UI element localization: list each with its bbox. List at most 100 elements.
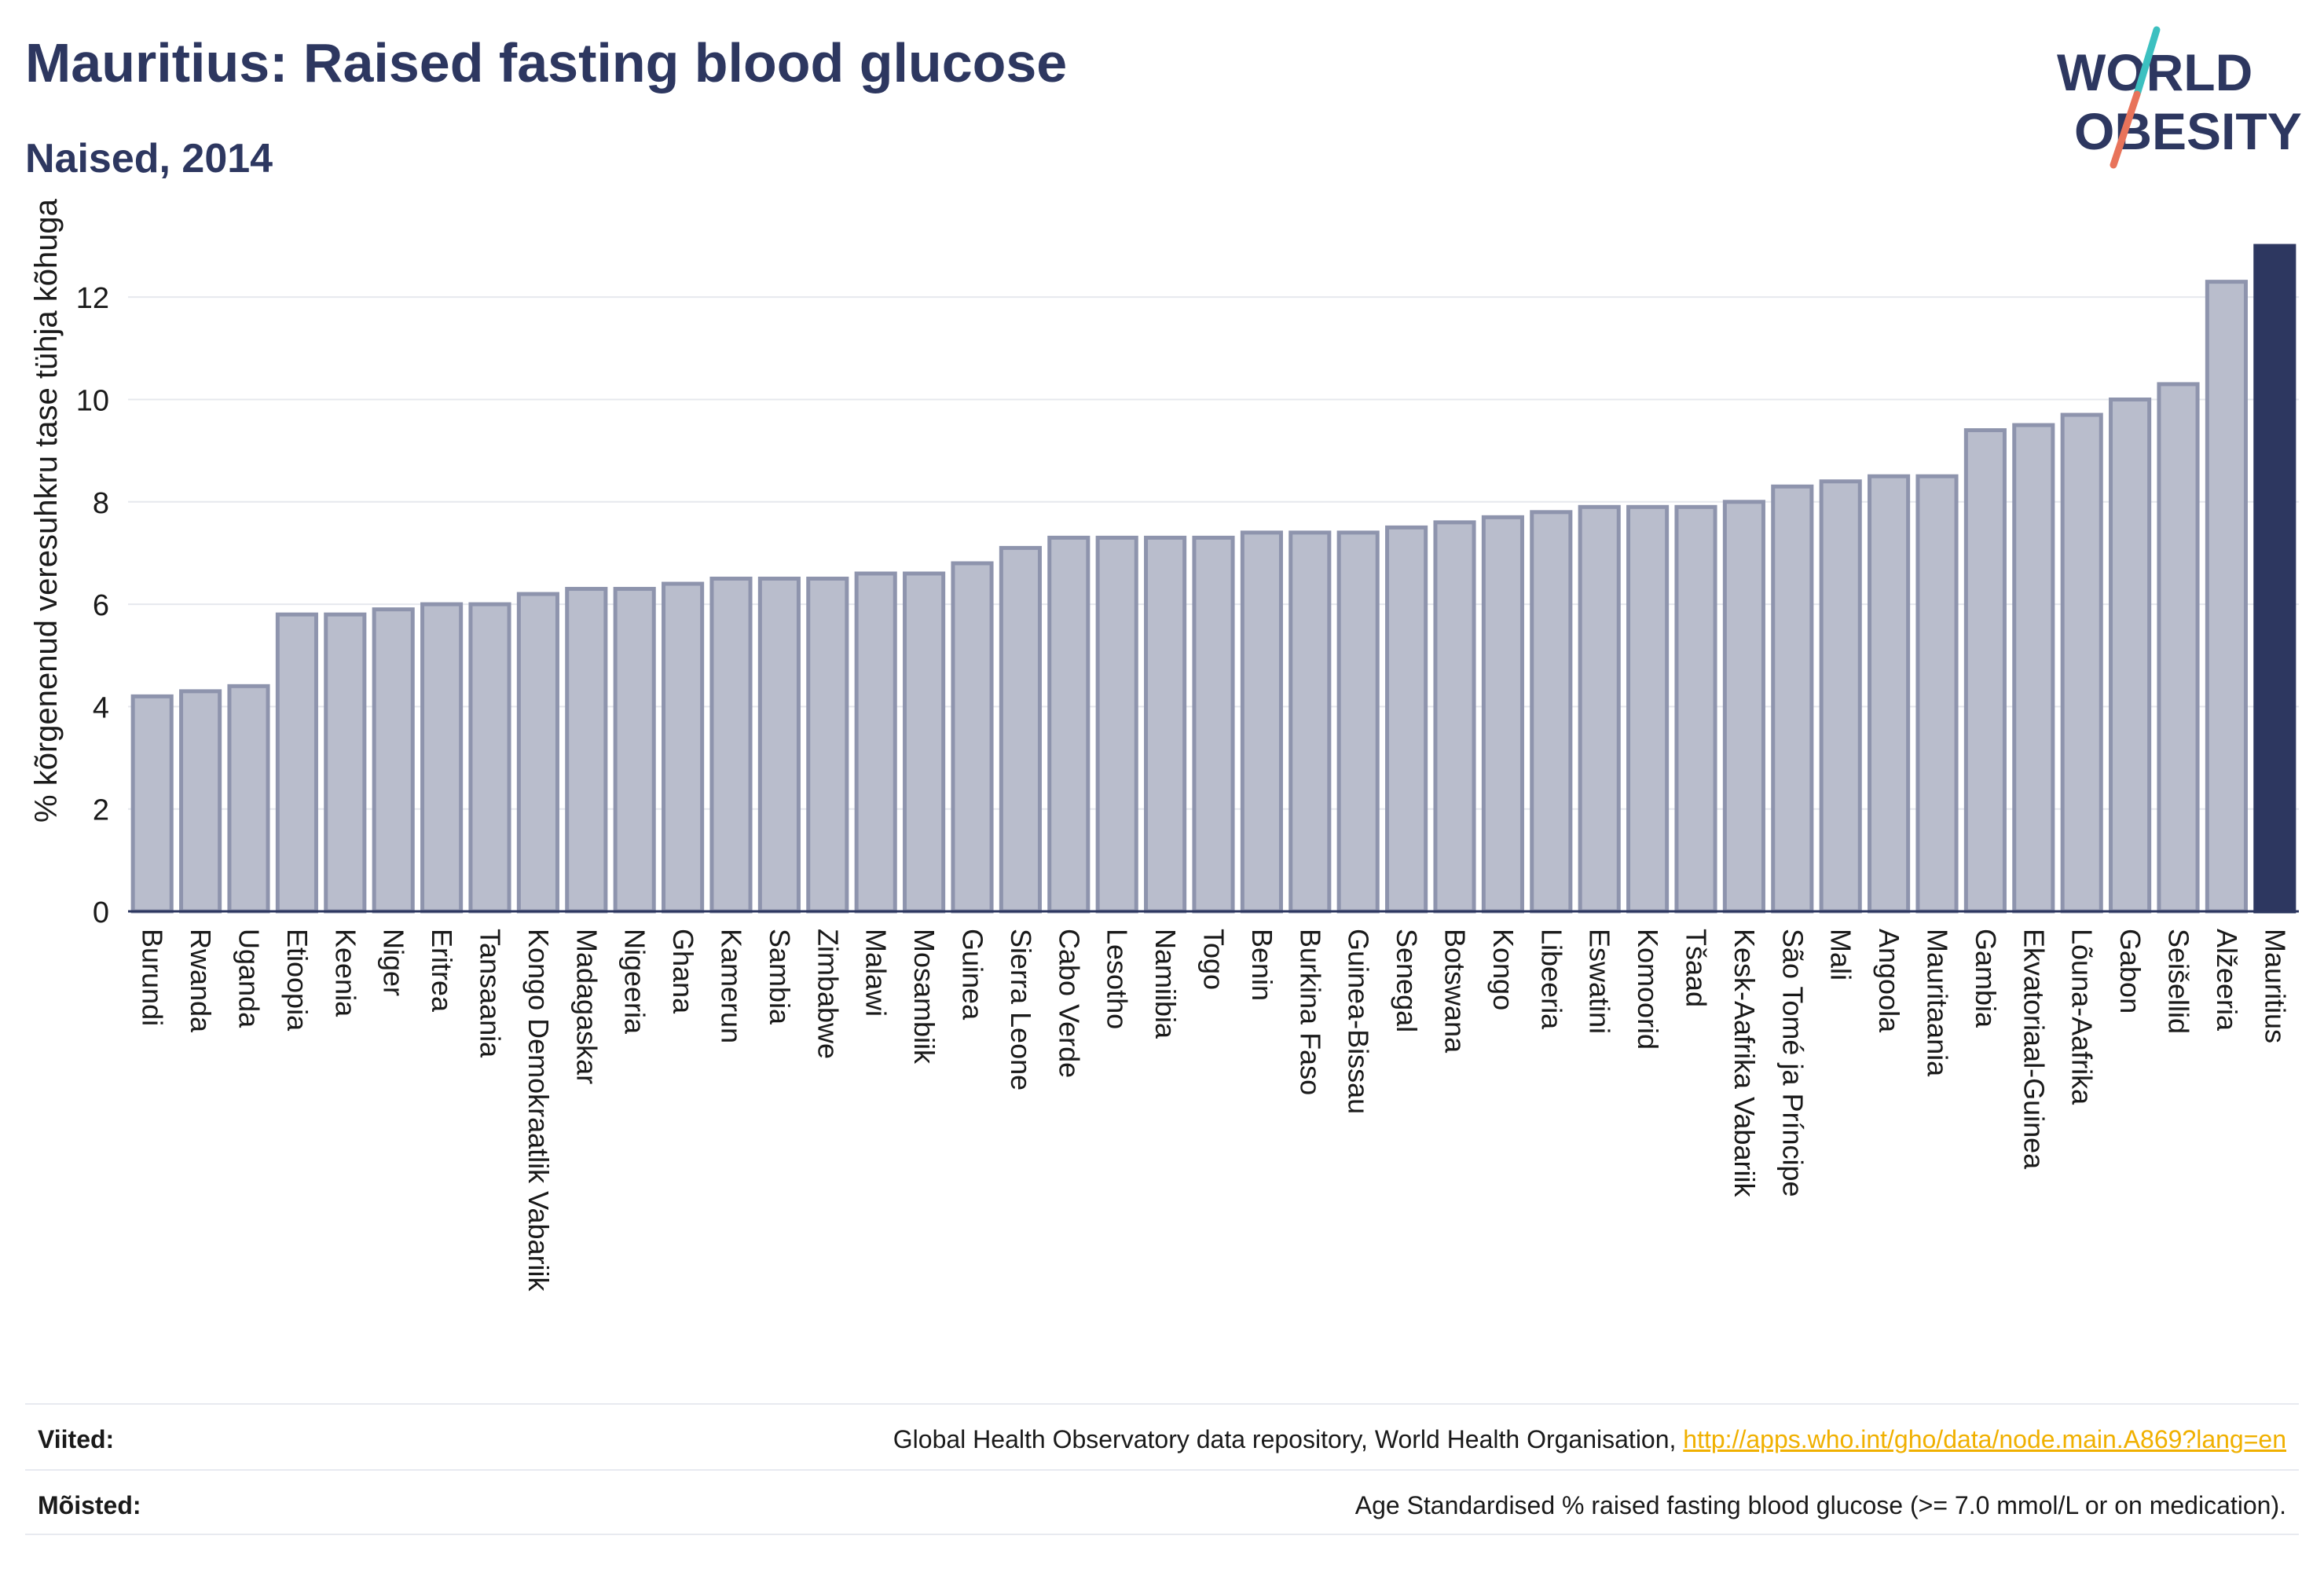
x-tick-label: Alžeeria	[2211, 929, 2243, 1032]
bar	[1047, 535, 1091, 914]
bar	[999, 545, 1042, 914]
x-tick-label: Sambia	[764, 929, 796, 1025]
y-tick-label: 6	[93, 589, 109, 622]
y-tick-label: 0	[93, 896, 109, 929]
x-tick-label: Ekvatoriaal-Guinea	[2018, 929, 2050, 1170]
bar	[324, 612, 367, 914]
bar	[854, 571, 897, 914]
bar	[1481, 515, 1524, 914]
bar	[1192, 535, 1235, 914]
x-tick-label: Libeeria	[1535, 929, 1567, 1030]
chart-title: Mauritius: Raised fasting blood glucose	[25, 32, 1068, 93]
y-tick-label: 12	[76, 282, 109, 315]
svg-text:WORLD: WORLD	[2057, 43, 2253, 101]
world-obesity-logo: WORLD OBESITY	[2057, 26, 2302, 169]
x-tick-label: Eritrea	[426, 929, 458, 1013]
y-tick-label: 8	[93, 487, 109, 520]
bar	[951, 561, 994, 914]
x-tick-label: Kongo	[1487, 929, 1519, 1010]
x-tick-label: Burkina Faso	[1294, 929, 1326, 1095]
x-tick-label: Lõuna-Aafrika	[2066, 929, 2099, 1105]
bar	[372, 607, 415, 914]
x-tick-label: Komoorid	[1632, 929, 1664, 1050]
bar	[468, 602, 511, 914]
x-tick-label: Namiibia	[1149, 929, 1182, 1039]
x-tick-label: Guinea	[957, 929, 989, 1021]
x-tick-label: Sierra Leone	[1005, 929, 1037, 1090]
x-tick-label: Benin	[1246, 929, 1278, 1001]
bar	[1530, 510, 1573, 914]
x-tick-label: Mosambiik	[908, 929, 940, 1065]
bar	[2109, 397, 2152, 914]
bar	[757, 577, 801, 914]
bar	[1819, 479, 1862, 914]
bar	[1626, 504, 1670, 914]
footer-divider	[25, 1403, 2299, 1405]
sources-value: Global Health Observatory data repositor…	[893, 1425, 2286, 1454]
bar	[565, 587, 608, 914]
x-tick-label: São Tomé ja Príncipe	[1776, 929, 1809, 1197]
x-tick-label: Niger	[378, 929, 410, 996]
x-tick-label: Mauritaania	[1922, 929, 1954, 1077]
sources-link[interactable]: http://apps.who.int/gho/data/node.main.A…	[1683, 1425, 2286, 1453]
bar	[1722, 500, 1765, 914]
bar	[179, 689, 222, 914]
x-tick-label: Zimbabwe	[812, 929, 844, 1059]
x-tick-label: Angoola	[1873, 929, 1905, 1033]
bar-highlight	[2253, 244, 2297, 914]
x-tick-label: Lesotho	[1102, 929, 1134, 1029]
x-tick-label: Rwanda	[185, 929, 217, 1033]
x-tick-label: Kesk-Aafrika Vabariik	[1728, 929, 1761, 1197]
x-tick-label: Gabon	[2114, 929, 2146, 1013]
sources-label: Viited:	[38, 1425, 115, 1453]
chart-subtitle: Naised, 2014	[25, 136, 273, 181]
x-tick-label: Kongo Demokraatlik Vabariik	[522, 929, 555, 1292]
bar	[420, 602, 464, 914]
bar	[1240, 530, 1283, 914]
sources-text: Global Health Observatory data repositor…	[893, 1425, 1684, 1453]
x-tick-label: Guinea-Bissau	[1343, 929, 1375, 1114]
x-tick-label: Gambia	[1970, 929, 2002, 1028]
x-tick-label: Tansaania	[475, 929, 507, 1058]
definitions-label: Mõisted:	[38, 1491, 141, 1519]
bar	[1336, 530, 1380, 914]
x-tick-label: Seišellid	[2163, 929, 2195, 1034]
bar	[2060, 412, 2103, 914]
bar	[1771, 484, 1814, 914]
bar	[613, 587, 656, 914]
bar	[516, 592, 559, 914]
y-tick-label: 4	[93, 691, 109, 724]
x-tick-label: Uganda	[233, 929, 266, 1028]
bar	[2012, 423, 2055, 914]
bar	[275, 612, 318, 914]
bar	[806, 577, 849, 914]
bar	[1578, 504, 1621, 914]
x-tick-label: Cabo Verde	[1053, 929, 1085, 1078]
x-tick-label: Burundi	[137, 929, 169, 1026]
x-tick-label: Nigeeria	[619, 929, 651, 1035]
x-tick-label: Botswana	[1439, 929, 1472, 1054]
footer-divider-2	[25, 1469, 2299, 1471]
x-tick-label: Togo	[1198, 929, 1230, 990]
bar	[2157, 382, 2200, 914]
x-tick-label: Senegal	[1391, 929, 1423, 1032]
bar	[1144, 535, 1187, 914]
svg-text:OBESITY: OBESITY	[2074, 102, 2302, 160]
bar	[2205, 280, 2248, 914]
bar-chart: 0 2 4 6 8 10 12 % kõrgenenud veresuhkru tase tü…	[29, 198, 2299, 1292]
bar	[1915, 474, 1959, 914]
bar	[130, 694, 174, 914]
x-tick-label: Etioopia	[281, 929, 313, 1032]
x-tick-label: Keenia	[329, 929, 361, 1017]
y-tick-label: 2	[93, 794, 109, 827]
logo-slash-coral-icon	[2110, 90, 2141, 169]
logo-slash-teal-icon	[2133, 26, 2161, 98]
x-tick-label: Kamerun	[716, 929, 748, 1043]
bar	[1385, 525, 1428, 914]
x-tick-label: Eswatini	[1584, 929, 1616, 1034]
bar	[1674, 504, 1717, 914]
bar	[1963, 428, 2007, 914]
bar	[1433, 520, 1476, 914]
y-tick-label: 10	[76, 384, 109, 417]
bar	[662, 581, 705, 914]
